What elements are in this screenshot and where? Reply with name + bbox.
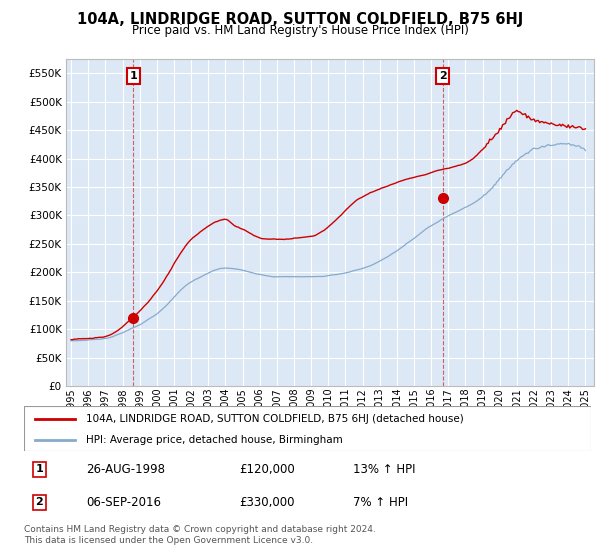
Text: 104A, LINDRIDGE ROAD, SUTTON COLDFIELD, B75 6HJ: 104A, LINDRIDGE ROAD, SUTTON COLDFIELD, … bbox=[77, 12, 523, 27]
Text: 26-AUG-1998: 26-AUG-1998 bbox=[86, 463, 166, 476]
Text: 2: 2 bbox=[35, 497, 43, 507]
Text: 06-SEP-2016: 06-SEP-2016 bbox=[86, 496, 161, 509]
Text: 7% ↑ HPI: 7% ↑ HPI bbox=[353, 496, 408, 509]
Text: 104A, LINDRIDGE ROAD, SUTTON COLDFIELD, B75 6HJ (detached house): 104A, LINDRIDGE ROAD, SUTTON COLDFIELD, … bbox=[86, 413, 464, 423]
Text: Price paid vs. HM Land Registry's House Price Index (HPI): Price paid vs. HM Land Registry's House … bbox=[131, 24, 469, 37]
Text: Contains HM Land Registry data © Crown copyright and database right 2024.
This d: Contains HM Land Registry data © Crown c… bbox=[24, 525, 376, 545]
Text: 1: 1 bbox=[35, 464, 43, 474]
Text: £330,000: £330,000 bbox=[239, 496, 295, 509]
Text: £120,000: £120,000 bbox=[239, 463, 295, 476]
Text: HPI: Average price, detached house, Birmingham: HPI: Average price, detached house, Birm… bbox=[86, 435, 343, 445]
Text: 2: 2 bbox=[439, 71, 446, 81]
Text: 1: 1 bbox=[130, 71, 137, 81]
Text: 13% ↑ HPI: 13% ↑ HPI bbox=[353, 463, 415, 476]
